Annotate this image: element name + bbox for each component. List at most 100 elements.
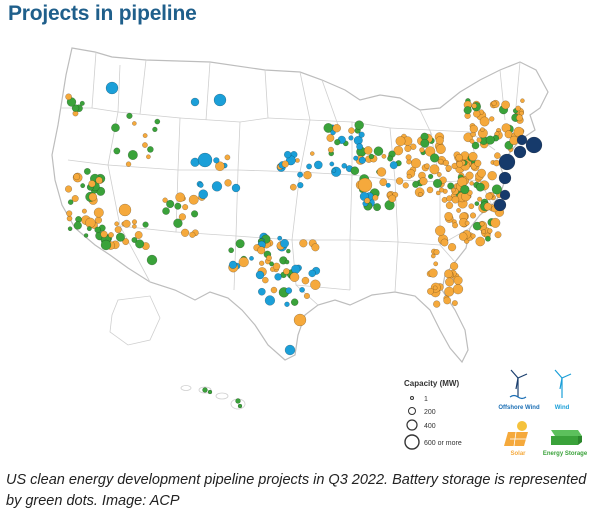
solar-dot	[444, 286, 455, 297]
solar-dot	[348, 127, 355, 134]
solar-dot	[311, 243, 320, 252]
solar-dot	[301, 276, 310, 285]
legend-size-label-600: 600 or more	[424, 440, 462, 447]
offshore-wind-dot	[516, 134, 528, 146]
solar-dot	[494, 152, 501, 159]
wind-dot	[308, 269, 316, 278]
solar-dot	[469, 181, 474, 186]
solar-dot	[520, 98, 525, 104]
map-title: Projects in pipeline	[8, 2, 197, 25]
storage-dot	[354, 120, 364, 130]
solar-dot	[309, 151, 315, 156]
storage-dot	[67, 199, 74, 205]
storage-dot	[237, 403, 243, 409]
storage-dot	[491, 184, 502, 195]
storage-dot	[80, 183, 86, 189]
solar-dot	[437, 158, 444, 165]
solar-panel-icon	[504, 421, 528, 447]
solar-dot	[406, 173, 412, 180]
solar-dot	[66, 215, 73, 222]
solar-dot	[515, 105, 521, 112]
solar-dot	[372, 194, 379, 201]
wind-dot	[277, 235, 283, 241]
solar-dot	[424, 146, 436, 157]
solar-dot	[363, 146, 373, 155]
solar-dot	[494, 231, 502, 239]
solar-dot	[100, 230, 108, 238]
solar-dot	[419, 147, 425, 153]
solar-dot	[327, 146, 334, 153]
solar-dot	[485, 192, 493, 201]
solar-dot	[435, 190, 441, 196]
legend-size-600	[404, 434, 420, 450]
solar-dot	[481, 229, 487, 234]
storage-dot	[432, 178, 443, 188]
legend-size-200	[408, 407, 416, 415]
legend-capacity-title: Capacity (MW)	[404, 379, 459, 388]
solar-dot	[270, 286, 278, 294]
wind-dot	[213, 157, 220, 164]
solar-dot	[493, 159, 500, 167]
solar-dot	[468, 203, 475, 210]
solar-dot	[178, 213, 187, 221]
solar-dot	[162, 197, 168, 203]
solar-dot	[131, 219, 138, 225]
solar-dot	[446, 195, 453, 202]
solar-dot	[468, 151, 478, 162]
solar-dot	[476, 137, 482, 143]
storage-dot	[86, 226, 92, 232]
legend-size-label-1: 1	[424, 396, 428, 403]
solar-dot	[142, 133, 148, 139]
solar-dot	[480, 127, 485, 132]
solar-dot	[433, 261, 439, 267]
solar-dot	[395, 177, 404, 185]
storage-dot	[202, 387, 208, 393]
solar-dot	[516, 114, 523, 122]
solar-dot	[257, 246, 266, 255]
image-caption: US clean energy development pipeline pro…	[6, 472, 587, 509]
storage-dot	[472, 221, 482, 231]
storage-dot	[290, 298, 299, 306]
solar-dot	[262, 276, 269, 284]
solar-dot	[426, 186, 434, 194]
solar-dot	[118, 203, 132, 217]
solar-dot	[258, 260, 265, 266]
hawaii-islands	[180, 385, 246, 410]
legend-size-label-400: 400	[424, 423, 436, 430]
wind-dot	[249, 255, 254, 261]
solar-dot	[402, 182, 409, 189]
legend-size-1	[410, 396, 414, 400]
wind-dot	[231, 183, 241, 193]
solar-dot	[310, 279, 321, 290]
storage-dot	[111, 123, 120, 133]
solar-dot	[182, 204, 189, 211]
solar-dot	[419, 177, 428, 186]
solar-dot	[393, 145, 404, 156]
solar-dot	[122, 238, 130, 246]
wind-dot	[306, 163, 313, 170]
solar-dot	[175, 192, 186, 203]
solar-dot	[66, 210, 73, 217]
storage-dot	[83, 233, 89, 238]
storage-dot	[190, 210, 199, 218]
wind-dot	[291, 264, 301, 274]
solar-dot	[451, 300, 458, 307]
wind-turbine-icon	[554, 369, 572, 398]
wind-dot	[228, 260, 238, 269]
solar-dot	[440, 238, 449, 247]
solar-dot	[404, 145, 412, 153]
storage-dot	[207, 389, 213, 395]
storage-dot	[284, 259, 290, 265]
solar-dot	[444, 211, 453, 221]
storage-dot	[471, 141, 480, 150]
solar-dot	[469, 138, 475, 144]
solar-dot	[490, 217, 501, 228]
solar-dot	[71, 194, 79, 203]
storage-dot	[350, 166, 360, 176]
solar-dot	[451, 195, 460, 204]
storage-dot	[368, 153, 375, 160]
solar-dot	[434, 225, 446, 236]
wind-dot	[389, 161, 398, 170]
storage-dot	[420, 138, 430, 148]
solar-dot	[464, 220, 470, 226]
